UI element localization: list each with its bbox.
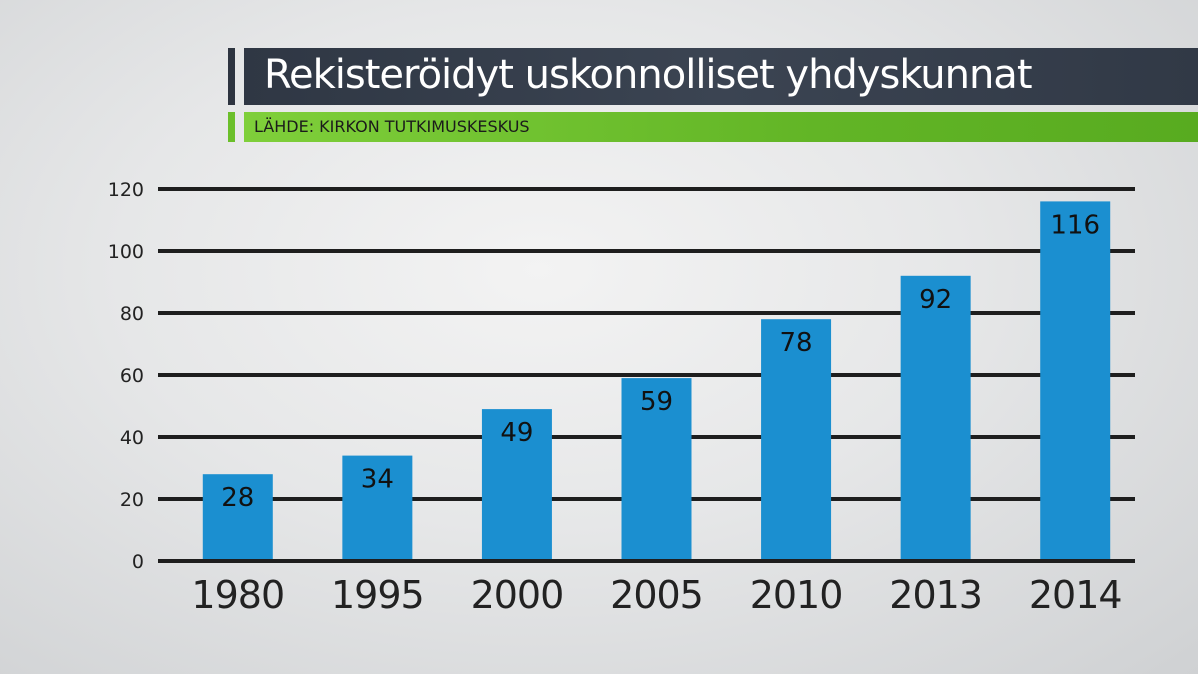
x-tick-label: 1995 <box>331 573 424 617</box>
y-tick-label: 100 <box>108 241 144 263</box>
title-bar-accent <box>228 48 235 105</box>
x-tick-label: 2014 <box>1029 573 1122 617</box>
x-tick-label: 1980 <box>191 573 284 617</box>
title-bar: Rekisteröidyt uskonnolliset yhdyskunnat <box>244 48 1198 105</box>
bar <box>900 275 971 559</box>
data-label: 78 <box>780 328 813 358</box>
bar <box>761 319 832 559</box>
y-tick-label: 20 <box>120 489 144 511</box>
bar <box>481 409 552 559</box>
data-label: 116 <box>1050 210 1100 240</box>
bar <box>1040 201 1111 559</box>
source-bar: LÄHDE: KIRKON TUTKIMUSKESKUS <box>244 112 1198 142</box>
chart-title: Rekisteröidyt uskonnolliset yhdyskunnat <box>264 52 1033 98</box>
source-label: LÄHDE: KIRKON TUTKIMUSKESKUS <box>254 117 530 136</box>
data-label: 34 <box>361 465 394 495</box>
y-tick-label: 40 <box>120 427 144 449</box>
y-tick-label: 0 <box>132 551 144 573</box>
source-bar-accent <box>228 112 235 142</box>
data-label: 59 <box>640 387 673 417</box>
data-label: 92 <box>919 285 952 315</box>
data-label: 28 <box>221 483 254 513</box>
bar <box>342 455 413 559</box>
data-label: 49 <box>500 418 533 448</box>
x-tick-label: 2013 <box>889 573 982 617</box>
y-tick-label: 120 <box>108 179 144 201</box>
x-tick-label: 2010 <box>750 573 843 617</box>
bar <box>621 378 692 559</box>
x-tick-label: 2005 <box>610 573 703 617</box>
x-tick-label: 2000 <box>471 573 564 617</box>
y-tick-label: 80 <box>120 303 144 325</box>
y-tick-label: 60 <box>120 365 144 387</box>
bar <box>202 474 273 559</box>
